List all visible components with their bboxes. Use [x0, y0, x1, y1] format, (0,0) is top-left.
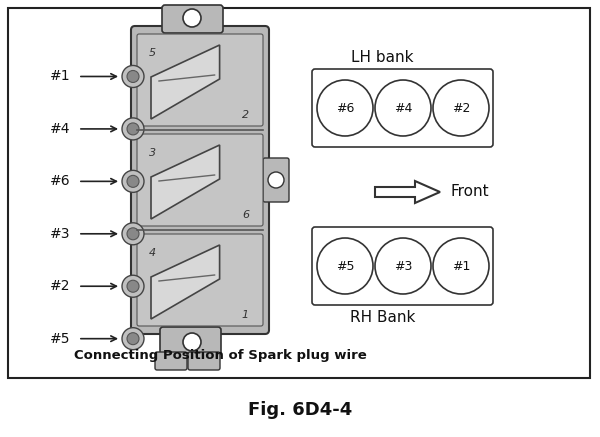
Circle shape [183, 9, 201, 27]
FancyBboxPatch shape [312, 69, 493, 147]
Text: #5: #5 [50, 332, 70, 346]
Polygon shape [151, 245, 220, 319]
Bar [8, 8, 590, 378]
Text: #6: #6 [50, 174, 70, 188]
FancyBboxPatch shape [131, 26, 269, 334]
Circle shape [122, 66, 144, 87]
Circle shape [268, 172, 284, 188]
Circle shape [317, 238, 373, 294]
FancyBboxPatch shape [137, 134, 263, 226]
Text: 6: 6 [242, 210, 249, 220]
Circle shape [317, 80, 373, 136]
Circle shape [127, 333, 139, 345]
Circle shape [127, 175, 139, 187]
Text: 2: 2 [242, 110, 249, 120]
Text: Fig. 6D4-4: Fig. 6D4-4 [248, 401, 352, 419]
Circle shape [122, 223, 144, 245]
Text: #4: #4 [394, 101, 412, 114]
Text: #6: #6 [336, 101, 354, 114]
FancyBboxPatch shape [137, 34, 263, 126]
Circle shape [122, 118, 144, 140]
Text: RH Bank: RH Bank [350, 311, 415, 326]
Text: #2: #2 [50, 279, 70, 293]
FancyBboxPatch shape [137, 234, 263, 326]
Circle shape [127, 228, 139, 240]
Text: LH bank: LH bank [351, 51, 414, 66]
Text: #1: #1 [452, 260, 470, 273]
Text: #5: #5 [336, 260, 354, 273]
Circle shape [433, 80, 489, 136]
Text: #4: #4 [50, 122, 70, 136]
Circle shape [183, 333, 201, 351]
Circle shape [375, 80, 431, 136]
Text: Front: Front [450, 184, 488, 200]
Circle shape [127, 123, 139, 135]
Circle shape [122, 275, 144, 297]
FancyBboxPatch shape [160, 327, 221, 355]
Circle shape [375, 238, 431, 294]
Text: 3: 3 [149, 148, 156, 158]
Circle shape [122, 328, 144, 350]
Text: #3: #3 [394, 260, 412, 273]
Text: 5: 5 [149, 48, 156, 58]
Circle shape [127, 70, 139, 83]
Text: #3: #3 [50, 227, 70, 241]
Text: #1: #1 [50, 69, 70, 83]
Text: 1: 1 [242, 310, 249, 320]
Text: 4: 4 [149, 248, 156, 258]
Circle shape [433, 238, 489, 294]
FancyBboxPatch shape [263, 158, 289, 202]
Polygon shape [151, 45, 220, 119]
FancyBboxPatch shape [155, 352, 187, 370]
Text: #2: #2 [452, 101, 470, 114]
FancyBboxPatch shape [188, 352, 220, 370]
Polygon shape [375, 181, 440, 203]
Circle shape [122, 170, 144, 192]
Text: Connecting Position of Spark plug wire: Connecting Position of Spark plug wire [74, 348, 367, 361]
FancyBboxPatch shape [162, 5, 223, 33]
Circle shape [127, 280, 139, 292]
Polygon shape [151, 145, 220, 219]
FancyBboxPatch shape [312, 227, 493, 305]
